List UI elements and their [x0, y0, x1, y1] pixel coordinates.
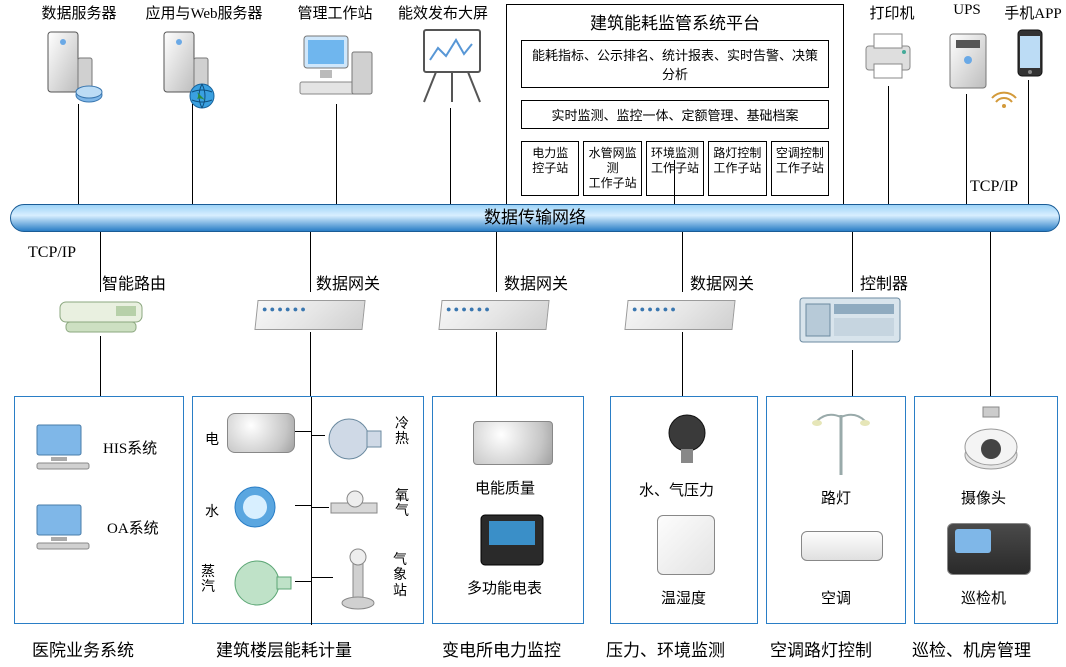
label-gateway-3: 数据网关 — [690, 270, 754, 294]
label-water: 水 — [205, 505, 219, 520]
streetlight-icon — [809, 405, 873, 479]
label-ups: UPS — [942, 2, 992, 19]
section-patrol: 摄像头 巡检机 — [914, 396, 1058, 624]
ups-icon — [946, 30, 990, 92]
connector-line — [310, 332, 311, 396]
label-gateway-1: 数据网关 — [316, 270, 380, 294]
section-title-6: 巡检、机房管理 — [912, 636, 1031, 661]
platform-cell-2: 水管网监测工作子站 — [583, 141, 641, 196]
connector-line — [78, 104, 79, 204]
section-title-3: 变电所电力监控 — [442, 636, 561, 661]
connector-line — [682, 332, 683, 396]
section-power: 电能质量 多功能电表 — [432, 396, 584, 624]
section-title-4: 压力、环境监测 — [606, 636, 725, 661]
label-router: 智能路由 — [102, 270, 166, 294]
connector-line — [1028, 80, 1029, 204]
router-icon — [56, 296, 146, 336]
platform-cell-3: 环境监测工作子站 — [646, 141, 704, 196]
section-title-2: 建筑楼层能耗计量 — [216, 636, 352, 661]
label-coldhot: 冷热 — [395, 417, 413, 448]
screen-icon — [416, 26, 488, 106]
connector-line — [192, 104, 193, 204]
platform-cell-4: 路灯控制工作子站 — [708, 141, 766, 196]
connector-line — [674, 160, 675, 204]
platform-cell-5: 空调控制工作子站 — [771, 141, 829, 196]
pq-meter-icon — [473, 421, 553, 465]
flow-meter-icon — [321, 413, 383, 465]
connector-line — [450, 108, 451, 204]
section-ac-light: 路灯 空调 — [766, 396, 906, 624]
section-title-5: 空调路灯控制 — [770, 636, 872, 661]
platform-panel: 建筑能耗监管系统平台 能耗指标、公示排名、统计报表、实时告警、决策分析 实时监测… — [506, 4, 844, 209]
printer-icon — [860, 30, 916, 82]
label-phone-app: 手机APP — [1000, 2, 1066, 23]
label-his: HIS系统 — [103, 437, 157, 458]
connector-line — [310, 232, 311, 292]
label-pq: 电能质量 — [475, 477, 535, 498]
connector-line — [888, 86, 889, 204]
connector-line — [682, 232, 683, 292]
pc-icon — [33, 421, 93, 471]
section-title-1: 医院业务系统 — [32, 636, 134, 661]
phone-icon — [1016, 28, 1044, 78]
water-meter-icon — [227, 483, 289, 531]
network-pipe: 数据传输网络 — [10, 204, 1060, 232]
connector-line — [852, 350, 853, 396]
multi-meter-icon — [477, 511, 547, 569]
platform-title: 建筑能耗监管系统平台 — [513, 9, 837, 34]
platform-cell-1: 电力监控子站 — [521, 141, 579, 196]
disk-icon — [74, 84, 104, 106]
camera-icon — [955, 405, 1029, 475]
connector-line — [336, 104, 337, 204]
wifi-icon — [990, 88, 1018, 110]
pressure-icon — [659, 411, 715, 467]
ac-icon — [801, 531, 883, 561]
label-insp: 巡检机 — [961, 587, 1006, 608]
connector-line — [852, 232, 853, 292]
connector-line — [100, 336, 101, 396]
section-floor-metering: 电 水 蒸汽 冷热 氧气 气象站 — [192, 396, 424, 624]
inner-connector — [311, 397, 312, 625]
label-light: 路灯 — [821, 487, 851, 508]
label-gateway-2: 数据网关 — [504, 270, 568, 294]
network-label: 数据传输网络 — [484, 208, 586, 227]
pc-icon — [33, 501, 93, 551]
label-cam: 摄像头 — [961, 487, 1006, 508]
platform-row2: 实时监测、监控一体、定额管理、基础档案 — [521, 100, 829, 129]
server-icon — [44, 28, 96, 100]
label-publish-screen: 能效发布大屏 — [388, 2, 498, 23]
label-controller: 控制器 — [860, 270, 908, 294]
label-weather: 气象站 — [393, 553, 411, 599]
server-icon — [160, 28, 212, 100]
label-press: 水、气压力 — [639, 479, 714, 500]
label-app-server: 应用与Web服务器 — [134, 2, 274, 23]
connector-line — [496, 332, 497, 396]
meter-icon — [227, 413, 295, 453]
label-th: 温湿度 — [661, 587, 706, 608]
steam-meter-icon — [227, 555, 293, 611]
platform-row1: 能耗指标、公示排名、统计报表、实时告警、决策分析 — [521, 40, 829, 88]
label-elec: 电 — [205, 433, 219, 448]
connector-line — [100, 232, 101, 292]
tcpip-right: TCP/IP — [970, 178, 1018, 196]
label-meter: 多功能电表 — [467, 577, 542, 598]
weather-icon — [333, 547, 383, 611]
th-sensor-icon — [657, 515, 715, 575]
connector-line — [496, 232, 497, 292]
label-printer: 打印机 — [862, 2, 922, 23]
label-oa: OA系统 — [107, 517, 159, 538]
connector-line — [966, 94, 967, 204]
tcpip-left: TCP/IP — [28, 244, 76, 262]
workstation-icon — [298, 30, 376, 102]
plc-icon — [798, 292, 902, 348]
section-hospital: HIS系统 OA系统 — [14, 396, 184, 624]
label-data-server: 数据服务器 — [34, 2, 124, 23]
section-env: 水、气压力 温湿度 — [610, 396, 758, 624]
label-ac: 空调 — [821, 587, 851, 608]
label-mgmt-ws: 管理工作站 — [290, 2, 380, 23]
sensor-icon — [327, 489, 385, 529]
connector-line — [990, 232, 991, 396]
label-o2: 氧气 — [395, 489, 413, 520]
label-steam: 蒸汽 — [201, 565, 221, 596]
